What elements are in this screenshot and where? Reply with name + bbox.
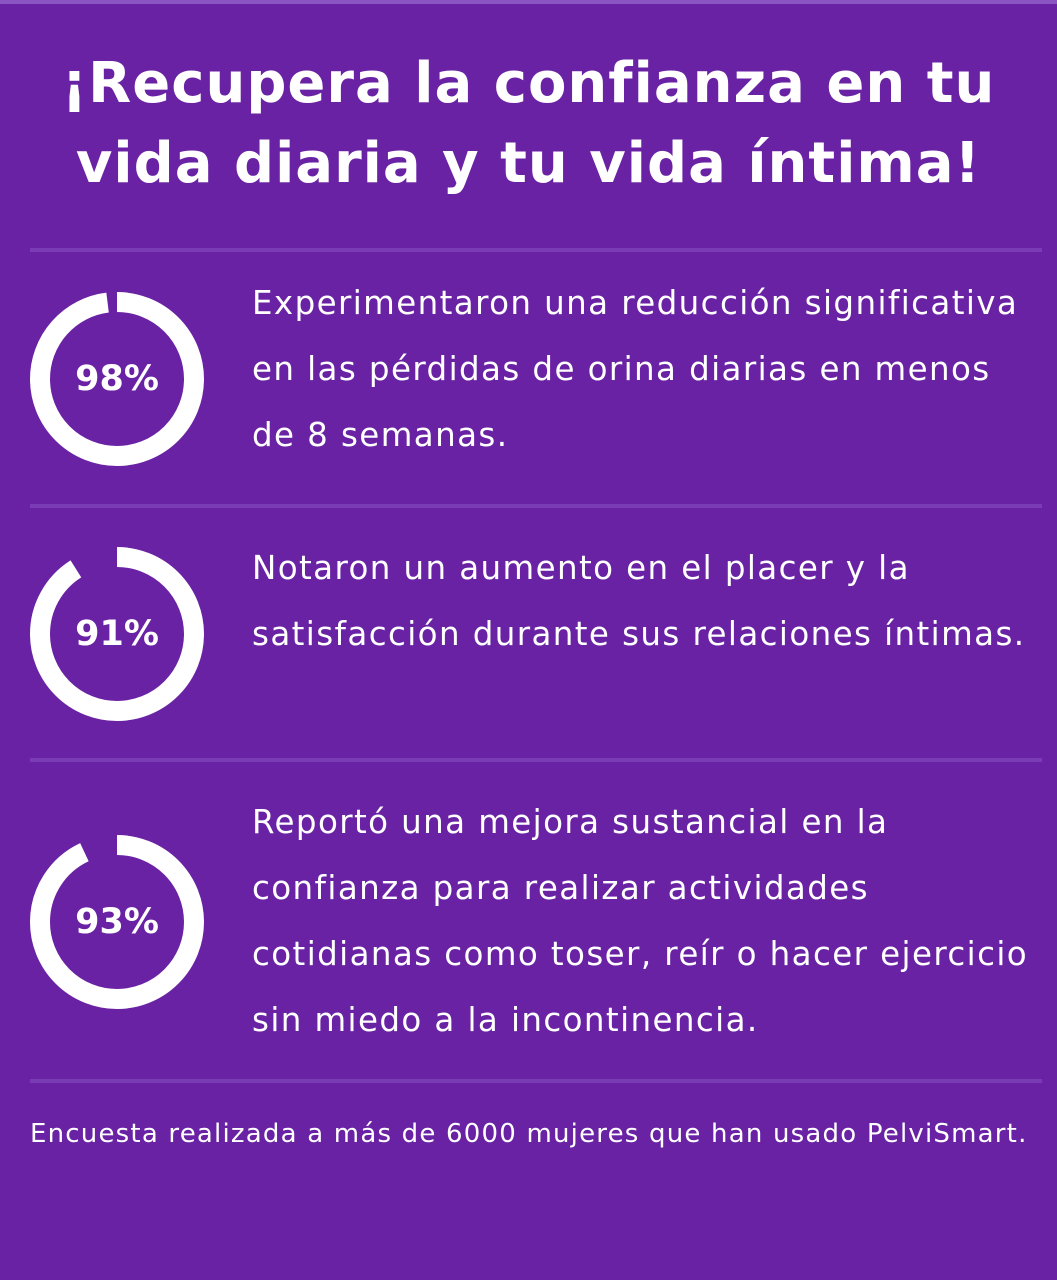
stat-description: Reportó una mejora sustancial en la conf…	[252, 803, 1029, 1039]
divider	[30, 758, 1042, 762]
progress-ring-arc	[30, 292, 204, 466]
divider	[30, 248, 1042, 252]
stat-percentage: 93%	[75, 902, 159, 942]
progress-ring: 93%	[28, 833, 206, 1011]
progress-ring: 91%	[28, 545, 206, 723]
progress-ring-svg	[30, 292, 204, 466]
stat-percentage: 91%	[75, 614, 159, 654]
top-border	[0, 0, 1057, 4]
headline: ¡Recupera la confianza en tu vida diaria…	[61, 51, 996, 196]
stat-percentage: 98%	[75, 359, 159, 399]
divider	[30, 1079, 1042, 1083]
progress-ring-svg	[30, 547, 204, 721]
progress-ring-arc	[30, 547, 204, 721]
progress-ring: 98%	[28, 290, 206, 468]
stat-description: Notaron un aumento en el placer y la sat…	[252, 549, 1026, 653]
progress-ring-svg	[30, 835, 204, 1009]
divider	[30, 504, 1042, 508]
progress-ring-arc	[30, 835, 204, 1009]
stat-description: Experimentaron una reducción significati…	[252, 284, 1019, 454]
survey-footnote: Encuesta realizada a más de 6000 mujeres…	[30, 1119, 1028, 1149]
